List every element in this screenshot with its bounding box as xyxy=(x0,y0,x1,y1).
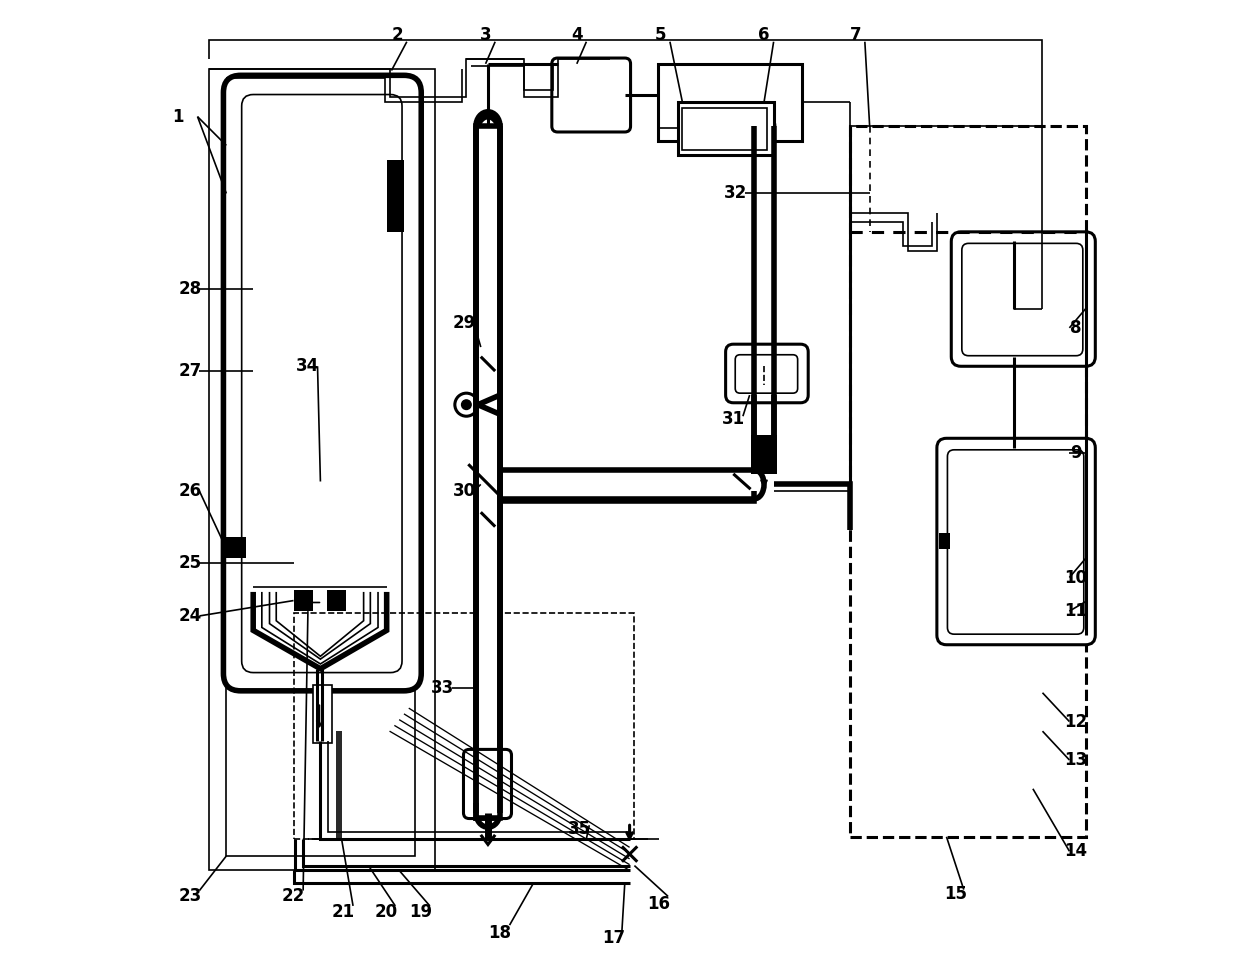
Text: 33: 33 xyxy=(430,679,454,697)
Text: 16: 16 xyxy=(647,895,670,913)
Text: 35: 35 xyxy=(568,820,591,838)
Text: 21: 21 xyxy=(332,902,355,921)
Bar xyxy=(294,613,635,839)
Text: 2: 2 xyxy=(392,26,403,44)
FancyBboxPatch shape xyxy=(937,438,1095,645)
Text: 15: 15 xyxy=(945,885,967,903)
FancyBboxPatch shape xyxy=(951,232,1095,366)
Text: 8: 8 xyxy=(1070,319,1081,337)
Text: 12: 12 xyxy=(1065,713,1087,731)
Text: 3: 3 xyxy=(480,26,491,44)
Text: 30: 30 xyxy=(453,482,476,500)
Text: 1: 1 xyxy=(172,108,184,125)
Text: 22: 22 xyxy=(281,887,305,905)
Text: 18: 18 xyxy=(489,924,511,942)
Text: 23: 23 xyxy=(179,887,201,905)
Text: 24: 24 xyxy=(179,607,201,625)
Bar xyxy=(327,590,346,612)
FancyBboxPatch shape xyxy=(552,58,631,132)
Bar xyxy=(851,126,1086,837)
Bar xyxy=(682,108,766,150)
Text: 4: 4 xyxy=(570,26,583,44)
Text: 13: 13 xyxy=(1065,751,1087,769)
Text: 10: 10 xyxy=(1065,568,1087,586)
Text: 17: 17 xyxy=(601,928,625,947)
FancyBboxPatch shape xyxy=(223,75,422,690)
Text: 29: 29 xyxy=(453,314,476,332)
Bar xyxy=(294,590,312,612)
Text: 11: 11 xyxy=(1065,602,1087,620)
Text: 14: 14 xyxy=(1065,843,1087,860)
Bar xyxy=(939,534,950,549)
Bar xyxy=(658,64,802,141)
FancyBboxPatch shape xyxy=(242,94,402,672)
FancyBboxPatch shape xyxy=(962,244,1083,355)
FancyBboxPatch shape xyxy=(735,354,797,393)
FancyBboxPatch shape xyxy=(725,344,808,403)
Text: 19: 19 xyxy=(409,902,432,921)
Bar xyxy=(387,160,404,232)
Text: 7: 7 xyxy=(849,26,861,44)
Bar xyxy=(312,685,332,742)
Bar xyxy=(476,126,500,174)
Bar xyxy=(750,435,777,474)
Text: 26: 26 xyxy=(179,482,201,500)
Bar xyxy=(227,537,246,559)
Bar xyxy=(227,88,415,856)
FancyBboxPatch shape xyxy=(464,749,511,819)
Text: 25: 25 xyxy=(179,554,201,572)
Text: 32: 32 xyxy=(724,185,746,202)
Text: 34: 34 xyxy=(296,357,320,376)
Text: 9: 9 xyxy=(1070,444,1083,461)
Bar xyxy=(476,803,500,813)
Text: 20: 20 xyxy=(374,902,397,921)
Bar xyxy=(476,126,500,818)
Text: 5: 5 xyxy=(655,26,666,44)
Bar xyxy=(210,68,435,871)
Text: 6: 6 xyxy=(759,26,770,44)
Bar xyxy=(677,102,774,155)
Text: 31: 31 xyxy=(722,410,745,429)
Text: 27: 27 xyxy=(179,362,201,380)
FancyBboxPatch shape xyxy=(947,450,1084,635)
Text: 28: 28 xyxy=(179,280,201,299)
Circle shape xyxy=(461,400,471,409)
